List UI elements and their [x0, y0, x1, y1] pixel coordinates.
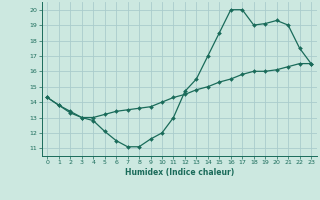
- X-axis label: Humidex (Indice chaleur): Humidex (Indice chaleur): [124, 168, 234, 177]
